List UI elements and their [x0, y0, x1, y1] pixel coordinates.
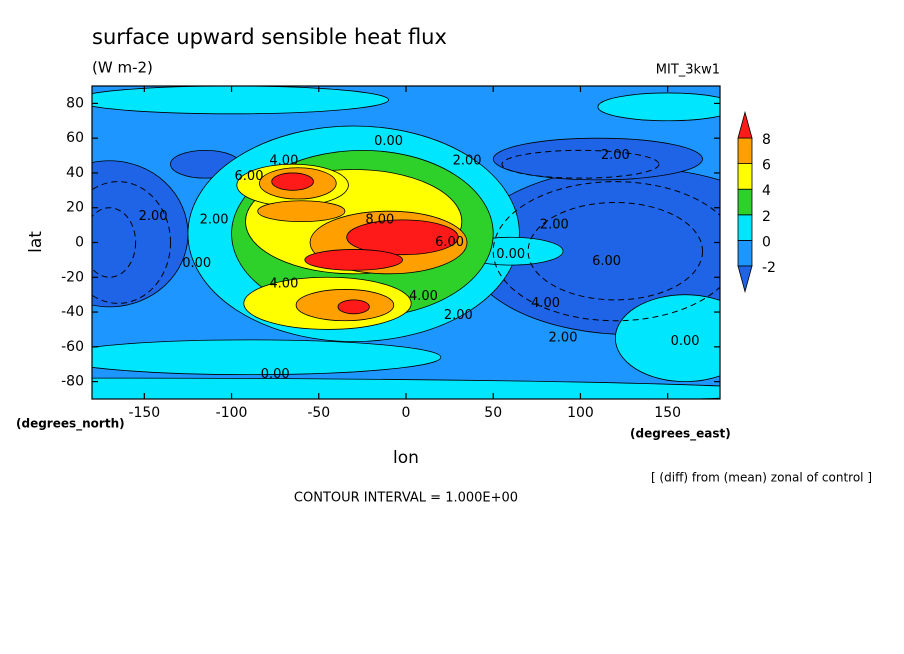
x-tick-label: 100 [567, 405, 594, 421]
chart-title: surface upward sensible heat flux [92, 25, 447, 49]
contour-label: 4.00 [269, 277, 298, 292]
contour-label: 6.00 [235, 169, 264, 184]
x-tick-label: 0 [402, 405, 411, 421]
colorbar-label: 0 [762, 234, 771, 250]
y-units: (degrees_north) [16, 417, 125, 432]
x-axis-label: lon [393, 448, 419, 468]
contour-label: 6.00 [592, 254, 621, 269]
filled-contour [271, 172, 314, 191]
contour-label: 2.00 [549, 331, 578, 346]
negative-contour-line [501, 149, 660, 179]
negative-contour-line [92, 207, 137, 278]
contour-label: 0.00 [671, 334, 700, 349]
colorbar-band [737, 137, 753, 165]
contour-label: 0.00 [496, 247, 525, 262]
contour-label: 2.00 [139, 209, 168, 224]
colorbar-label: 8 [762, 132, 771, 148]
contour-label: 8.00 [365, 212, 394, 227]
y-tick-label: 40 [66, 165, 84, 181]
y-axis-label: lat [26, 231, 46, 253]
contour-label: 0.00 [182, 256, 211, 271]
contour-label: 2.00 [444, 308, 473, 323]
dataset-label: MIT_3kw1 [656, 63, 720, 78]
filled-contour [346, 219, 459, 256]
colorbar-label: 4 [762, 183, 771, 199]
contour-label: 4.00 [531, 296, 560, 311]
colorbar-band [737, 239, 753, 267]
filled-contour [304, 249, 403, 271]
colorbar-label: 2 [762, 209, 771, 225]
x-tick-label: -150 [128, 405, 160, 421]
contour-label: 0.00 [374, 134, 403, 149]
chart-subtitle: (W m-2) [92, 59, 153, 77]
filled-contour [492, 137, 703, 181]
colorbar-cap [737, 110, 753, 139]
contour-label: 6.00 [435, 235, 464, 250]
colorbar-label: 6 [762, 158, 771, 174]
contour-label: 4.00 [269, 153, 298, 168]
colorbar-cap [737, 265, 753, 294]
filled-contour [614, 294, 720, 382]
y-tick-label: 80 [66, 95, 84, 111]
colorbar-band [737, 188, 753, 216]
filled-contour [92, 377, 720, 399]
contour-label: 2.00 [200, 212, 229, 227]
filled-contour [92, 339, 442, 376]
contour-label: 0.00 [261, 367, 290, 382]
contour-label: 2.00 [540, 218, 569, 233]
negative-contour-line [92, 181, 171, 304]
colorbar-label: -2 [762, 260, 776, 276]
negative-contour-line [527, 202, 704, 301]
y-tick-label: -40 [61, 304, 84, 320]
y-tick-label: -80 [61, 374, 84, 390]
y-tick-label: -20 [61, 269, 84, 285]
y-tick-label: 0 [75, 235, 84, 251]
y-tick-label: -60 [61, 339, 84, 355]
plot-area: 0.00 2.00 4.00 6.00 2.00 8.00 6.00 2.00 0.00 4.00… [92, 86, 720, 399]
colorbar-band [737, 163, 753, 190]
x-tick-label: 50 [484, 405, 502, 421]
x-tick-label: 150 [654, 405, 681, 421]
negative-contour-line [492, 181, 720, 322]
filled-contour [257, 200, 346, 223]
contour-label: 2.00 [601, 148, 630, 163]
contour-interval: CONTOUR INTERVAL = 1.000E+00 [294, 491, 518, 506]
contour-label: 2.00 [453, 153, 482, 168]
x-units: (degrees_east) [630, 427, 731, 442]
contour-label: 4.00 [409, 289, 438, 304]
footnote: [ (diff) from (mean) zonal of control ] [651, 471, 872, 485]
y-tick-label: 20 [66, 200, 84, 216]
colorbar-band [737, 214, 753, 241]
filled-contour [337, 299, 370, 315]
y-tick-label: 60 [66, 130, 84, 146]
filled-contour [92, 160, 189, 308]
x-tick-label: -100 [216, 405, 248, 421]
filled-contour [597, 92, 720, 122]
filled-contour [92, 86, 389, 115]
x-tick-label: -50 [307, 405, 330, 421]
